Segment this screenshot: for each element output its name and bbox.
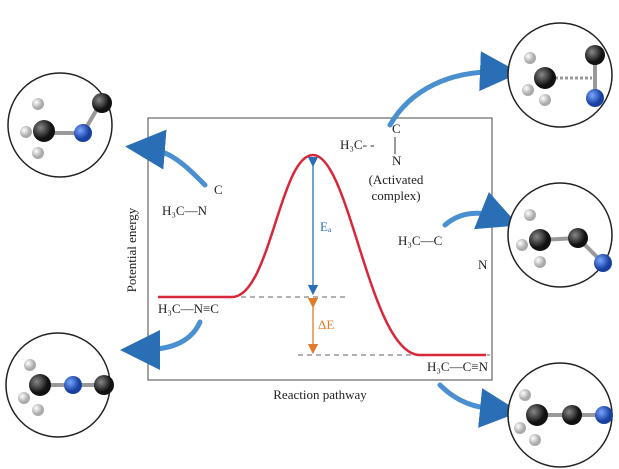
activated-complex-label: H₃C- - [340, 137, 375, 152]
molecule-right-top [508, 23, 612, 127]
page: {"axes": {"y_label": "Potential energy",… [0, 0, 619, 469]
x-axis-label: Reaction pathway [273, 387, 367, 402]
ea-label: Eₐ [320, 219, 332, 234]
product-label: H₃C—C≡N [427, 359, 489, 374]
molecule-left-bottom [6, 333, 114, 437]
diagram: Potential energy Reaction pathway H₃C—N≡… [0, 0, 619, 469]
bent-product-label: H₃C—C [398, 233, 442, 248]
y-axis-label: Potential energy [124, 207, 139, 292]
bent-product-label: N [478, 257, 488, 272]
activated-complex-label: N [392, 153, 402, 168]
bent-reactant-label: C [214, 182, 223, 197]
molecule-right-middle [508, 183, 612, 287]
molecule-right-bottom [508, 363, 613, 467]
reactant-label: H₃C—N≡C [158, 301, 219, 316]
activated-complex-label: complex) [371, 188, 420, 203]
delta-e-label: ΔE [318, 317, 334, 332]
bent-reactant-label: H₃C—N [162, 203, 208, 218]
activated-complex-label: (Activated [369, 172, 424, 187]
molecule-left-top [8, 73, 112, 177]
